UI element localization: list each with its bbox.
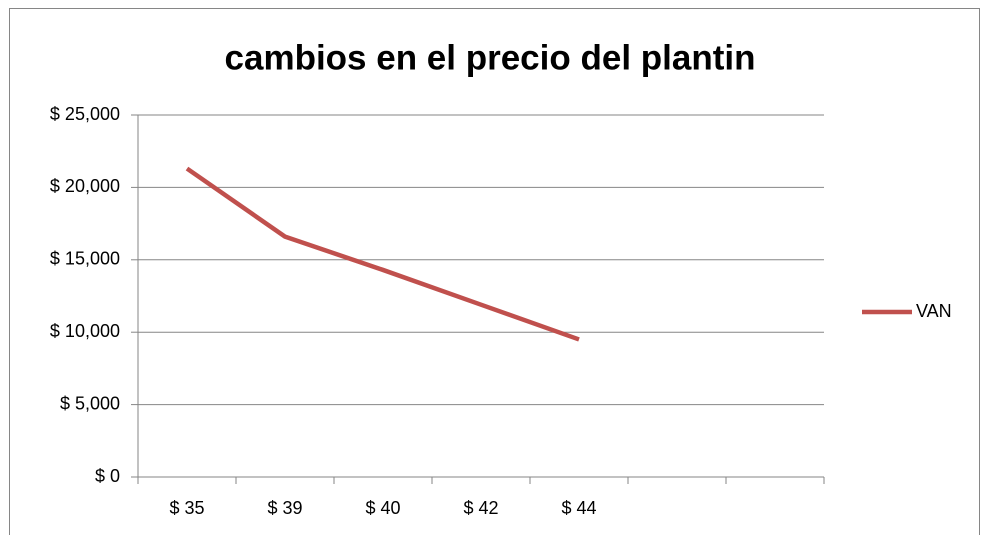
data-line: [185, 166, 580, 342]
y-tick-label: $ 15,000: [50, 249, 120, 269]
chart-title: cambios en el precio del plantin: [225, 38, 756, 77]
chart-border: [9, 8, 980, 535]
x-tick-label: $ 40: [365, 498, 400, 518]
y-tick-label: $ 0: [95, 466, 120, 486]
y-tick-label: $ 5,000: [60, 393, 120, 413]
y-tick-label: $ 20,000: [50, 176, 120, 196]
x-tick-label: $ 42: [463, 498, 498, 518]
x-tick-label: $ 35: [169, 498, 204, 518]
legend-label: VAN: [916, 301, 952, 321]
y-tick-label: $ 10,000: [50, 321, 120, 341]
x-tick-label: $ 44: [561, 498, 596, 518]
y-tick-label: $ 25,000: [50, 104, 120, 124]
x-tick-label: $ 39: [267, 498, 302, 518]
